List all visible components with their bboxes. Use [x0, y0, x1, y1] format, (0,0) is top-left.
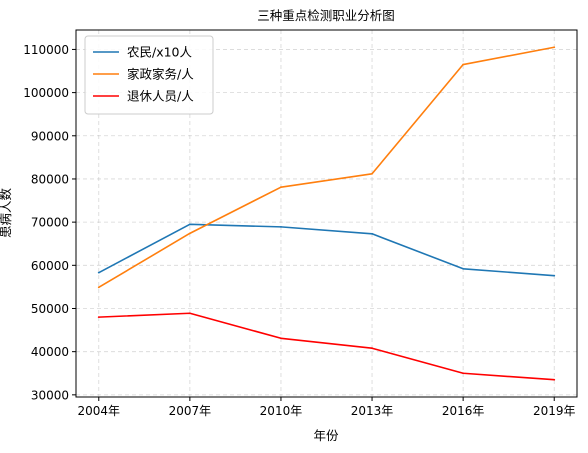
x-axis-label: 年份 — [313, 428, 339, 443]
data-point — [188, 312, 191, 315]
data-point — [462, 372, 465, 375]
y-tick-label: 70000 — [31, 216, 69, 230]
data-point — [97, 286, 100, 289]
data-point — [371, 347, 373, 350]
data-point — [280, 186, 282, 189]
data-point — [188, 232, 191, 235]
y-tick-label: 50000 — [31, 302, 69, 316]
series-line-2 — [98, 312, 555, 381]
data-point — [280, 225, 282, 228]
y-axis: 30000 40000 50000 60000 70000 80000 90000 10000… — [23, 43, 76, 402]
y-tick-label: 100000 — [23, 86, 69, 100]
legend-entry-label: 退休人员/人 — [127, 89, 194, 104]
data-point — [97, 271, 100, 274]
series-line-1 — [98, 46, 555, 289]
y-tick-label: 90000 — [31, 129, 69, 143]
series-line-0 — [98, 223, 555, 277]
x-axis: 2004年 2007年 2010年 2013年 2016年 2019年 — [77, 397, 576, 418]
data-point — [553, 46, 556, 49]
data-point — [371, 232, 373, 235]
series-lines — [97, 46, 556, 381]
data-point — [97, 316, 100, 319]
x-tick-label: 2019年 — [533, 404, 576, 418]
y-axis-label: 患病人数 — [0, 188, 13, 239]
x-tick-label: 2016年 — [442, 404, 485, 418]
grid-lines — [76, 30, 577, 397]
y-tick-label: 60000 — [31, 259, 69, 273]
y-tick-label: 80000 — [31, 172, 69, 186]
data-point — [462, 63, 465, 66]
chart-title: 三种重点检测职业分析图 — [257, 8, 395, 23]
legend-entry-label: 农民/x10人 — [127, 45, 193, 60]
data-point — [462, 267, 465, 270]
data-point — [371, 172, 373, 175]
legend-entry-label: 家政家务/人 — [127, 67, 194, 82]
x-tick-label: 2010年 — [260, 404, 303, 418]
y-tick-label: 30000 — [31, 388, 69, 402]
legend-box — [84, 35, 214, 115]
x-tick-label: 2004年 — [77, 404, 120, 418]
data-point — [280, 337, 282, 340]
x-tick-label: 2007年 — [169, 404, 212, 418]
y-tick-label: 40000 — [31, 345, 69, 359]
x-tick-label: 2013年 — [351, 404, 394, 418]
data-point — [188, 223, 191, 226]
y-tick-label: 110000 — [23, 43, 69, 57]
data-point — [553, 378, 556, 381]
plot-frame — [75, 29, 578, 398]
data-point — [553, 274, 556, 277]
